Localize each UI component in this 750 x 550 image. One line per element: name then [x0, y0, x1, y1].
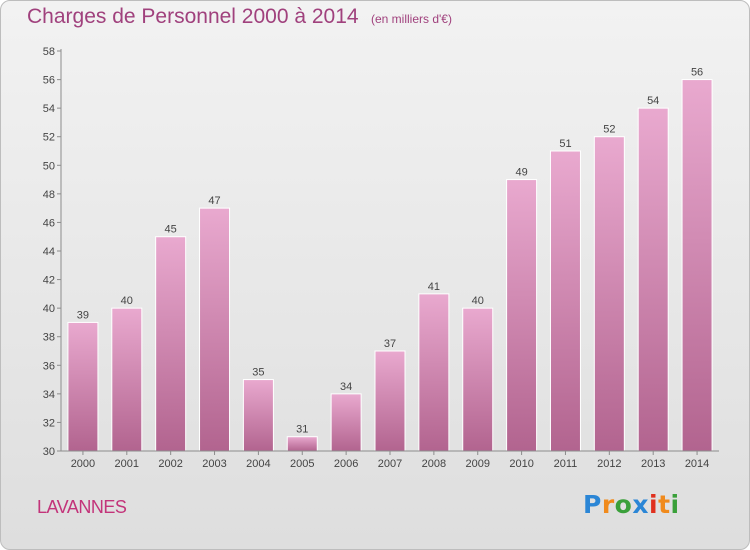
bar-value-label: 35: [252, 367, 264, 379]
x-tick-label: 2005: [290, 458, 314, 470]
bar: [549, 150, 581, 452]
y-tick-label: 40: [43, 303, 55, 315]
bar-value-label: 51: [559, 138, 571, 150]
y-tick-label: 44: [43, 246, 55, 258]
commune-name: LAVANNES: [37, 497, 127, 517]
logo-letter: i: [670, 490, 680, 519]
bar-value-label: 49: [515, 167, 527, 179]
x-tick-label: 2009: [465, 458, 489, 470]
bar-value-label: 54: [647, 95, 659, 107]
bar-value-label: 40: [472, 295, 484, 307]
bar-value-label: 31: [296, 424, 308, 436]
x-tick-label: 2006: [334, 458, 358, 470]
x-tick-label: 2007: [378, 458, 402, 470]
x-axis: 2000 2001 2002 2003 2004 2005 2006 2007 2008 2009…: [61, 450, 719, 470]
chart-title: Charges de Personnel 2000 à 2014: [27, 5, 359, 28]
bar-value-label: 37: [384, 338, 396, 350]
bar-value-label: 34: [340, 381, 352, 393]
y-tick-label: 54: [43, 103, 55, 115]
bar-value-label: 41: [428, 281, 440, 293]
bar-value-label: 45: [165, 224, 177, 236]
y-tick-label: 34: [43, 389, 55, 401]
x-tick-label: 2003: [202, 458, 226, 470]
bar: [242, 379, 274, 452]
chart-subtitle: (en milliers d'€): [371, 12, 452, 26]
logo-letter: o: [614, 490, 633, 519]
x-tick-label: 2013: [641, 458, 665, 470]
bar: [330, 393, 362, 452]
logo-letter: P: [583, 490, 602, 519]
x-tick-label: 2014: [685, 458, 709, 470]
bar: [637, 107, 669, 452]
bar: [593, 136, 625, 452]
bar: [67, 321, 99, 452]
bar: [155, 236, 187, 452]
bar: [681, 79, 713, 452]
proxiti-logo: Proxiti: [583, 490, 680, 519]
bar: [462, 307, 494, 452]
x-tick-label: 2004: [246, 458, 270, 470]
bar-value-label: 56: [691, 67, 703, 79]
logo-letter: i: [649, 490, 659, 519]
bar-value-label: 52: [603, 124, 615, 136]
logo-letter: x: [632, 490, 649, 519]
y-tick-label: 30: [43, 446, 55, 458]
y-tick-label: 48: [43, 189, 55, 201]
y-tick-label: 52: [43, 132, 55, 144]
bar: [199, 207, 231, 452]
x-tick-label: 2011: [554, 458, 578, 470]
bar-value-label: 47: [208, 195, 220, 207]
x-tick-label: 2010: [509, 458, 533, 470]
y-axis: 30 32 34 36 38 40 42 44 46 48 50 52 54 56 58: [43, 46, 62, 458]
y-tick-label: 36: [43, 360, 55, 372]
y-tick-label: 56: [43, 75, 55, 87]
logo-letter: r: [601, 490, 615, 519]
y-tick-label: 38: [43, 332, 55, 344]
bar: [286, 436, 318, 452]
bar: [418, 293, 450, 452]
logo-letter: t: [658, 490, 671, 519]
y-tick-label: 58: [43, 46, 55, 58]
x-tick-label: 2001: [115, 458, 139, 470]
bars: 39 40 45 47 35 31 34 37 41 40 49 51 52 54 56: [67, 67, 713, 452]
bar-value-label: 40: [121, 295, 133, 307]
y-tick-label: 42: [43, 275, 55, 287]
x-tick-label: 2002: [158, 458, 182, 470]
x-tick-label: 2012: [597, 458, 621, 470]
x-tick-label: 2000: [71, 458, 95, 470]
x-tick-label: 2008: [422, 458, 446, 470]
y-tick-label: 46: [43, 217, 55, 229]
bar: [111, 307, 143, 452]
bar-value-label: 39: [77, 309, 89, 321]
bar: [506, 179, 538, 452]
y-tick-label: 50: [43, 160, 55, 172]
bar: [374, 350, 406, 452]
y-tick-label: 32: [43, 417, 55, 429]
